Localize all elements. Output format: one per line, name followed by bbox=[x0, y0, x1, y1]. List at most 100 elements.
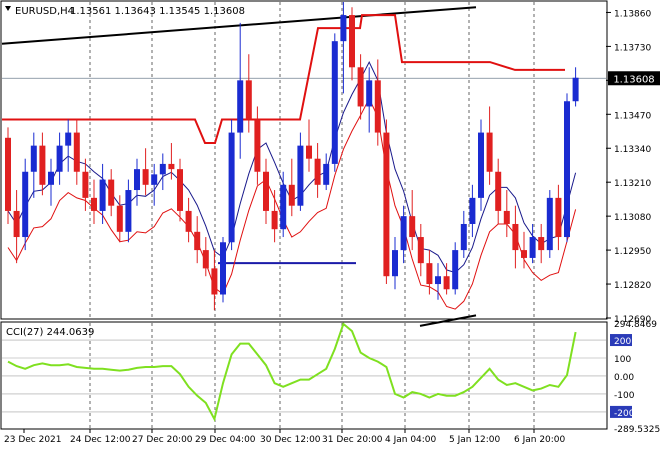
candle-body bbox=[22, 171, 29, 238]
y-tick-label: 1.12690 bbox=[614, 315, 651, 325]
y-tick-label: 1.12820 bbox=[614, 281, 651, 291]
cci-tick-label: -289.5325 bbox=[614, 425, 660, 435]
candle-body bbox=[443, 276, 450, 290]
trendline-upper[interactable] bbox=[1, 6, 477, 45]
candle-body bbox=[297, 145, 304, 206]
y-tick-label: 1.13470 bbox=[614, 111, 651, 121]
candle-body bbox=[194, 231, 201, 251]
candles bbox=[5, 2, 579, 311]
candle-body bbox=[237, 80, 244, 133]
candle-body bbox=[159, 163, 166, 175]
candle-body bbox=[469, 197, 476, 224]
x-tick-label: 24 Dec 12:00 bbox=[70, 435, 131, 445]
candle-body bbox=[99, 179, 106, 211]
symbol-label: EURUSD,H4 bbox=[15, 6, 74, 17]
candle-body bbox=[5, 137, 11, 211]
cci-tick-label: -100 bbox=[614, 391, 635, 401]
cci-tick-label: 100 bbox=[614, 355, 631, 365]
candle-body bbox=[168, 163, 175, 170]
y-tick-label: 1.13860 bbox=[614, 9, 651, 19]
candle-body bbox=[177, 169, 183, 211]
candle-body bbox=[306, 145, 312, 159]
candle-body bbox=[73, 132, 80, 172]
candle-body bbox=[555, 197, 562, 238]
candle-body bbox=[288, 184, 295, 206]
candle-body bbox=[116, 205, 123, 232]
candle-body bbox=[400, 216, 407, 251]
candle-body bbox=[13, 210, 20, 238]
x-tick-label: 29 Dec 04:00 bbox=[195, 435, 256, 445]
candle-body bbox=[125, 190, 132, 232]
cci-tick-label: 0.00 bbox=[614, 373, 634, 383]
candle-body bbox=[546, 197, 553, 251]
candle-body bbox=[280, 184, 287, 230]
y-tick-label: 1.13340 bbox=[614, 145, 651, 155]
cci-tick-label: -200 bbox=[614, 409, 635, 419]
candle-body bbox=[409, 216, 416, 238]
y-tick-label: 1.13080 bbox=[614, 213, 651, 223]
candle-body bbox=[185, 210, 192, 232]
candle-body bbox=[452, 250, 459, 290]
candle-body bbox=[503, 210, 510, 224]
candle-body bbox=[211, 268, 218, 295]
current-price-tag bbox=[608, 71, 660, 86]
candle-body bbox=[529, 237, 536, 258]
candle-body bbox=[39, 145, 46, 185]
candle-body bbox=[538, 237, 545, 251]
cci-line bbox=[7, 322, 577, 422]
candle-body bbox=[220, 242, 226, 295]
y-tick-label: 1.12950 bbox=[614, 247, 651, 257]
x-tick-label: 5 Jan 12:00 bbox=[449, 435, 501, 445]
cci-tick-label: 200 bbox=[614, 337, 631, 347]
main-plot-frame bbox=[0, 0, 608, 320]
y-tick-label: 1.13210 bbox=[614, 179, 651, 189]
candle-body bbox=[564, 101, 570, 238]
candle-body bbox=[151, 174, 158, 185]
trendlines[interactable] bbox=[1, 6, 477, 327]
y-tick-label: 1.13730 bbox=[614, 43, 651, 53]
x-tick-label: 31 Dec 20:00 bbox=[322, 435, 383, 445]
candle-body bbox=[245, 80, 252, 120]
candle-body bbox=[426, 263, 433, 285]
cci-level-tag bbox=[610, 334, 632, 347]
cci-indicator bbox=[2, 322, 606, 422]
header: EURUSD,H4 1.13561 1.13643 1.13545 1.1360… bbox=[5, 6, 245, 17]
x-tick-label: 4 Jan 04:00 bbox=[385, 435, 437, 445]
candle-body bbox=[202, 250, 209, 269]
ohlc-label: 1.13561 1.13643 1.13545 1.13608 bbox=[70, 6, 245, 17]
candle-body bbox=[142, 169, 149, 185]
candle-body bbox=[495, 171, 502, 211]
candle-body bbox=[56, 145, 63, 172]
candle-body bbox=[366, 80, 373, 107]
candle-body bbox=[331, 41, 338, 164]
x-tick-label: 30 Dec 12:00 bbox=[260, 435, 321, 445]
candle-body bbox=[486, 132, 493, 172]
candle-body bbox=[357, 67, 364, 107]
candle-body bbox=[323, 163, 330, 185]
candle-body bbox=[91, 197, 97, 211]
cci-tick-label: 294.8469 bbox=[614, 320, 657, 330]
current-price-label: 1.13608 bbox=[613, 74, 654, 85]
collapse-arrow-icon[interactable] bbox=[5, 6, 11, 11]
trailing-stop-line bbox=[2, 14, 565, 144]
candle-body bbox=[254, 119, 261, 172]
cci-plot-frame bbox=[0, 321, 608, 430]
x-tick-label: 23 Dec 2021 bbox=[4, 435, 62, 445]
candle-body bbox=[374, 80, 381, 133]
candle-body bbox=[460, 223, 467, 251]
candle-body bbox=[263, 171, 269, 211]
candle-body bbox=[314, 158, 321, 185]
candle-body bbox=[65, 132, 72, 146]
candle-body bbox=[435, 276, 441, 285]
candle-body bbox=[417, 237, 424, 264]
candle-body bbox=[572, 77, 579, 102]
candle-body bbox=[48, 171, 54, 185]
candle-body bbox=[383, 132, 390, 277]
candle-body bbox=[228, 132, 235, 243]
candle-body bbox=[349, 15, 355, 68]
trendline-lower[interactable] bbox=[419, 314, 477, 327]
candle-body bbox=[134, 169, 140, 191]
x-tick-label: 6 Jan 20:00 bbox=[514, 435, 566, 445]
